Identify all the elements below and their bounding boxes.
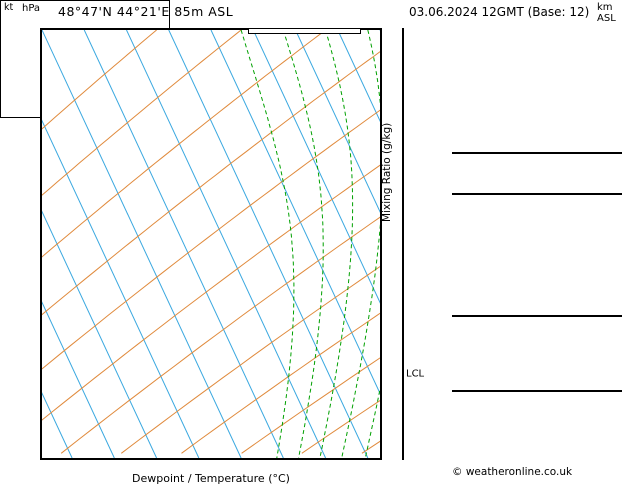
height-axis-unit: km ASL (597, 2, 616, 24)
height-axis (402, 28, 404, 460)
lcl-marker-label: LCL (406, 368, 425, 380)
skewt-canvas (42, 30, 380, 458)
pressure-axis-unit: hPa (22, 3, 41, 14)
most-unstable-panel (452, 315, 622, 317)
hodograph-unit-label: kt (4, 2, 14, 13)
height-axis-unit-line2: ASL (597, 13, 616, 24)
surface-panel (452, 193, 622, 195)
pressure-axis-labels (0, 28, 38, 460)
height-axis-unit-line1: km (597, 2, 613, 13)
sounding-datetime: 03.06.2024 12GMT (Base: 12) (409, 5, 590, 19)
wind-barb-column (382, 28, 428, 460)
copyright-footer: © weatheronline.co.uk (452, 466, 573, 478)
general-indices-panel (452, 152, 622, 154)
skewt-plot (40, 28, 382, 460)
legend (248, 28, 361, 34)
page-title: 48°47'N 44°21'E 85m ASL (58, 4, 234, 19)
x-axis-title: Dewpoint / Temperature (°C) (132, 472, 290, 485)
hodograph-stats-panel (452, 390, 622, 392)
